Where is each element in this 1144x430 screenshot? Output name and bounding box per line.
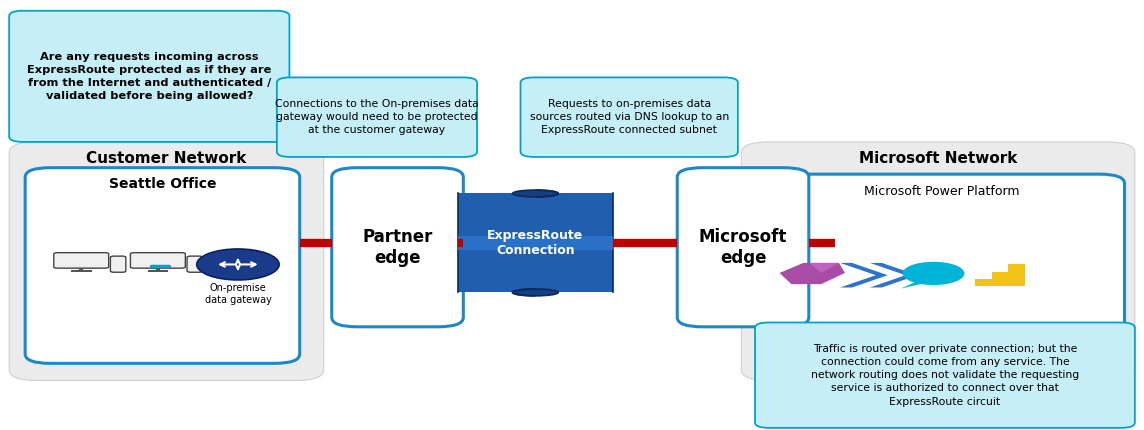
FancyBboxPatch shape <box>677 168 809 327</box>
Circle shape <box>903 262 964 285</box>
Text: Connections to the On-premises data
gateway would need to be protected
at the cu: Connections to the On-premises data gate… <box>275 99 479 135</box>
Text: Requests to on-premises data
sources routed via DNS lookup to an
ExpressRoute co: Requests to on-premises data sources rou… <box>530 99 729 135</box>
FancyBboxPatch shape <box>758 174 1125 363</box>
Text: Microsoft
edge: Microsoft edge <box>699 228 787 267</box>
Polygon shape <box>779 263 845 284</box>
Text: Customer Network: Customer Network <box>86 151 247 166</box>
Text: Seattle Office: Seattle Office <box>109 177 216 191</box>
FancyBboxPatch shape <box>9 11 289 142</box>
Circle shape <box>197 249 279 280</box>
FancyBboxPatch shape <box>332 168 463 327</box>
FancyBboxPatch shape <box>54 253 109 268</box>
Bar <box>992 272 1009 286</box>
FancyBboxPatch shape <box>741 142 1135 381</box>
Text: Partner
edge: Partner edge <box>363 228 432 267</box>
Polygon shape <box>809 263 839 273</box>
Bar <box>148 270 168 271</box>
FancyBboxPatch shape <box>277 77 477 157</box>
FancyBboxPatch shape <box>9 142 324 381</box>
Ellipse shape <box>513 190 558 197</box>
Bar <box>458 194 613 292</box>
FancyBboxPatch shape <box>755 322 1135 428</box>
Bar <box>975 279 992 286</box>
Text: Microsoft Power Platform: Microsoft Power Platform <box>864 185 1019 198</box>
Text: Are any requests incoming across
ExpressRoute protected as if they are
from the : Are any requests incoming across Express… <box>27 52 271 101</box>
FancyBboxPatch shape <box>110 256 126 272</box>
FancyBboxPatch shape <box>188 256 202 272</box>
FancyBboxPatch shape <box>25 168 300 363</box>
Polygon shape <box>900 280 939 289</box>
Text: On-premise
data gateway: On-premise data gateway <box>205 283 271 305</box>
FancyBboxPatch shape <box>521 77 738 157</box>
Bar <box>71 270 92 271</box>
Bar <box>458 236 613 250</box>
Ellipse shape <box>513 289 558 296</box>
Polygon shape <box>840 263 888 288</box>
Polygon shape <box>869 263 917 288</box>
Text: Traffic is routed over private connection; but the
connection could come from an: Traffic is routed over private connectio… <box>811 344 1079 407</box>
Bar <box>79 268 84 270</box>
Text: ExpressRoute
Connection: ExpressRoute Connection <box>487 229 583 257</box>
FancyBboxPatch shape <box>130 253 185 268</box>
Bar <box>156 268 160 270</box>
Bar <box>1009 264 1025 286</box>
Text: Microsoft Network: Microsoft Network <box>859 151 1017 166</box>
